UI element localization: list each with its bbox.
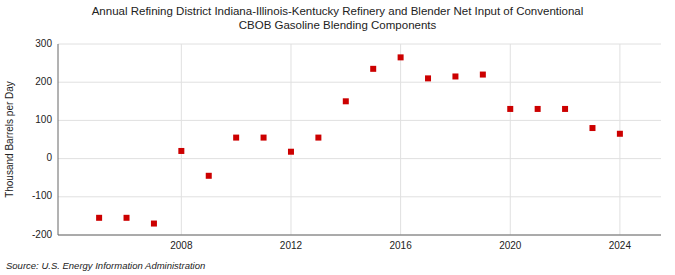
point	[261, 135, 267, 141]
x-axis-line	[58, 235, 661, 236]
point	[178, 148, 184, 154]
point	[617, 131, 623, 137]
point	[315, 135, 321, 141]
point	[398, 54, 404, 60]
point	[233, 135, 239, 141]
source-note: Source: U.S. Energy Information Administ…	[6, 260, 205, 271]
title-line: CBOB Gasoline Blending Components	[239, 19, 437, 31]
x-tick-label: 2020	[499, 240, 522, 251]
y-grid-line	[58, 82, 661, 83]
grid	[58, 44, 661, 235]
point	[425, 75, 431, 81]
point	[124, 215, 130, 221]
point	[370, 66, 376, 72]
y-grid-line	[58, 196, 661, 197]
y-axis-label: Thousand Barrels per Day	[4, 81, 15, 198]
point	[288, 149, 294, 155]
point	[343, 98, 349, 104]
title-line: Annual Refining District Indiana-Illinoi…	[92, 5, 584, 17]
x-grid-line	[181, 44, 182, 235]
point	[480, 72, 486, 78]
y-tick-label: -100	[32, 190, 52, 201]
point	[507, 106, 513, 112]
points	[96, 54, 623, 226]
y-tick-label: 100	[35, 114, 52, 125]
x-grid-line	[619, 44, 620, 235]
point	[452, 73, 458, 79]
y-grid-line	[58, 235, 661, 236]
y-grid-line	[58, 44, 661, 45]
y-grid-line	[58, 120, 661, 121]
y-tick-label: 0	[46, 152, 52, 163]
point	[535, 106, 541, 112]
title: Annual Refining District Indiana-Illinoi…	[92, 5, 584, 31]
chart: -200 -100 0 100 200 300 2008 2012 2016 2020 2024 Th…	[0, 0, 675, 275]
x-grid-line	[290, 44, 291, 235]
x-tick-label: 2024	[609, 240, 632, 251]
y-axis-line	[58, 44, 59, 235]
point	[206, 173, 212, 179]
x-grid-line	[400, 44, 401, 235]
point	[589, 125, 595, 131]
y-tick-label: -200	[32, 229, 52, 240]
y-tick-label: 300	[35, 38, 52, 49]
y-tick-label: 200	[35, 76, 52, 87]
x-tick-label: 2016	[389, 240, 412, 251]
point	[562, 106, 568, 112]
x-tick-label: 2008	[170, 240, 193, 251]
point	[96, 215, 102, 221]
y-grid-line	[58, 158, 661, 159]
point	[151, 221, 157, 227]
x-grid-line	[510, 44, 511, 235]
x-tick-label: 2012	[280, 240, 303, 251]
